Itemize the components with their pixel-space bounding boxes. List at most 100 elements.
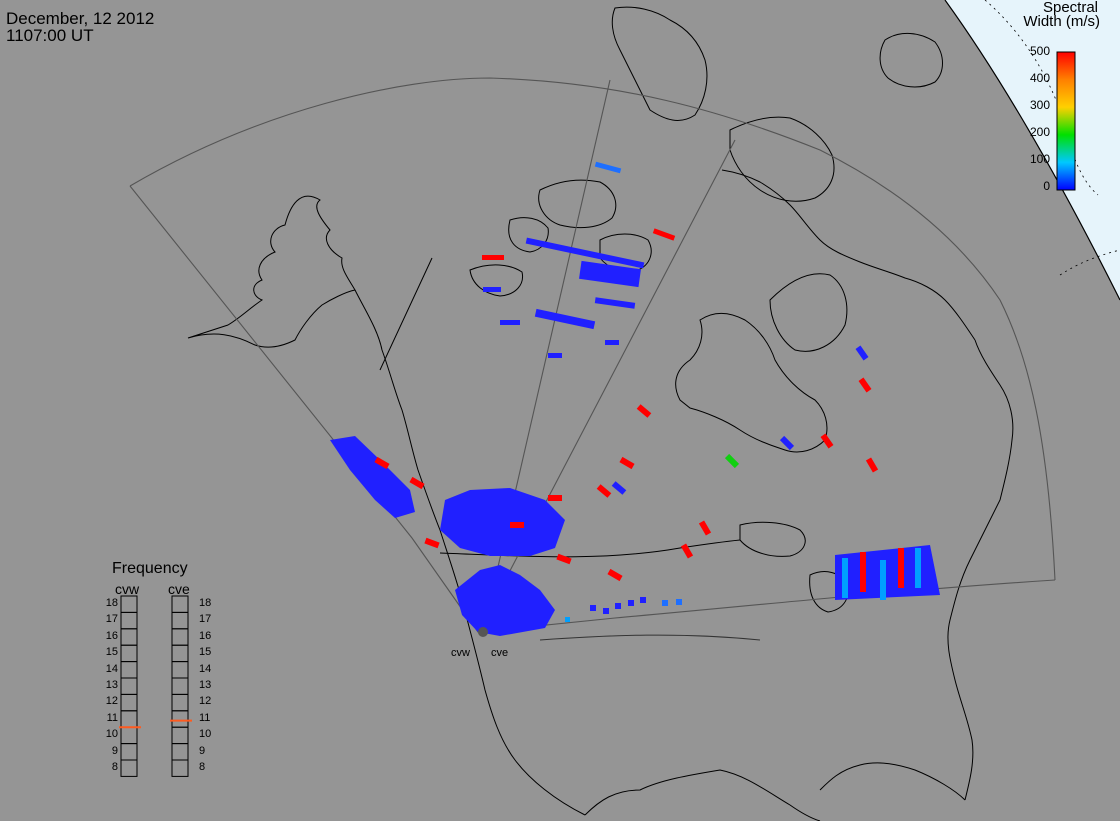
echo-region (455, 565, 555, 636)
globe-limb (944, 0, 1120, 301)
greenland-tip (879, 33, 943, 88)
frequency-tick: 15 (105, 646, 118, 659)
arctic-island-4 (469, 264, 524, 297)
frequency-tick: 9 (111, 744, 118, 757)
frequency-tick: 17 (105, 613, 118, 626)
frequency-tick: 8 (199, 761, 206, 773)
frequency-tick: 13 (199, 679, 212, 691)
frequency-tick: 9 (199, 744, 206, 757)
baffin-north (729, 116, 835, 202)
frequency-tick: 11 (199, 711, 211, 724)
echo-cell (855, 345, 869, 361)
colorbar-tick: 200 (1029, 125, 1050, 139)
alaska-coast (187, 195, 356, 348)
frequency-tick: 13 (105, 679, 118, 691)
echo-cell (548, 353, 562, 358)
echo-cell (556, 553, 572, 565)
arctic-island-1 (538, 179, 617, 229)
frequency-cell (120, 759, 138, 777)
frequency-tick: 12 (199, 695, 212, 708)
colorbar-tick: 300 (1029, 98, 1050, 112)
echo-cell (880, 560, 886, 600)
frequency-tick: 18 (105, 597, 118, 609)
frequency-tick: 14 (199, 662, 212, 675)
ungava (769, 273, 848, 352)
echo-cell (409, 476, 425, 490)
alaska-border (379, 257, 433, 371)
frequency-tick: 18 (199, 597, 212, 609)
echo-cell (865, 457, 879, 473)
colorbar-tick: 500 (1029, 44, 1050, 58)
echo-cell (858, 377, 872, 393)
fov-edges (129, 185, 1056, 633)
frequency-tick: 10 (105, 728, 118, 741)
echo-layer (330, 161, 940, 636)
frequency-tick: 14 (105, 662, 118, 675)
radar-label-west: cvw (451, 647, 470, 659)
echo-cell (820, 433, 834, 449)
frequency-tick: 15 (199, 646, 212, 659)
echo-cell (607, 568, 623, 582)
great-lakes (739, 521, 806, 557)
frequency-tick: 8 (111, 761, 118, 773)
echo-cell (534, 308, 596, 330)
echo-cell (548, 495, 562, 501)
radar-site-marker (478, 627, 488, 637)
frequency-tick: 17 (199, 613, 212, 626)
echo-cell (510, 522, 524, 528)
polar-region (945, 0, 1120, 300)
mexico-coast (584, 769, 821, 821)
echo-cell (652, 228, 676, 241)
east-coast (947, 339, 1014, 801)
frequency-gauges (119, 595, 192, 777)
frequency-tick: 12 (105, 695, 118, 708)
colorbar-tick: 100 (1029, 152, 1050, 166)
fov-outer-arc (129, 77, 1056, 581)
time-label: 1107:00 UT (6, 26, 94, 45)
echo-cell (898, 548, 904, 588)
echo-cell (605, 340, 619, 345)
frequency-tick: 16 (105, 629, 118, 642)
echo-cell (500, 320, 520, 325)
echo-region (440, 488, 565, 556)
frequency-title: Frequency (112, 560, 188, 577)
echo-cell (662, 600, 668, 606)
colorbar-title-1: Spectral (1042, 0, 1098, 16)
colorbar-tick: 400 (1029, 71, 1050, 85)
frequency-left-label: cvw (115, 581, 140, 597)
echo-cell (596, 484, 612, 498)
hudson-bay (675, 312, 828, 453)
echo-cell (779, 435, 795, 451)
labrador-coast (721, 169, 976, 341)
echo-cell (615, 603, 621, 609)
echo-cell (482, 255, 504, 260)
echo-cell (628, 600, 634, 606)
date-label: December, 12 2012 (6, 9, 155, 28)
ellesmere (611, 6, 708, 121)
colorbar-tick: 0 (1043, 179, 1050, 193)
frequency-tick: 11 (106, 711, 118, 724)
radar-baseline (539, 634, 761, 641)
west-coast (354, 289, 586, 816)
echo-cell (590, 605, 596, 611)
colorbar-scale (1056, 51, 1076, 191)
latitude-dotted-2 (1059, 249, 1120, 276)
echo-cell (603, 608, 609, 614)
echo-cell (676, 599, 682, 605)
echo-cell (860, 552, 866, 592)
echo-cell (842, 558, 848, 598)
echo-cell (594, 161, 622, 174)
echo-cell (698, 520, 712, 536)
echo-cell (640, 597, 646, 603)
echo-cell (915, 548, 921, 588)
echo-cell (619, 456, 635, 470)
frequency-cell (171, 759, 189, 777)
echo-cell (724, 453, 740, 469)
echo-cell (611, 481, 627, 495)
echo-cell (483, 287, 501, 292)
echo-cell (680, 543, 694, 559)
echo-cell (374, 456, 390, 470)
